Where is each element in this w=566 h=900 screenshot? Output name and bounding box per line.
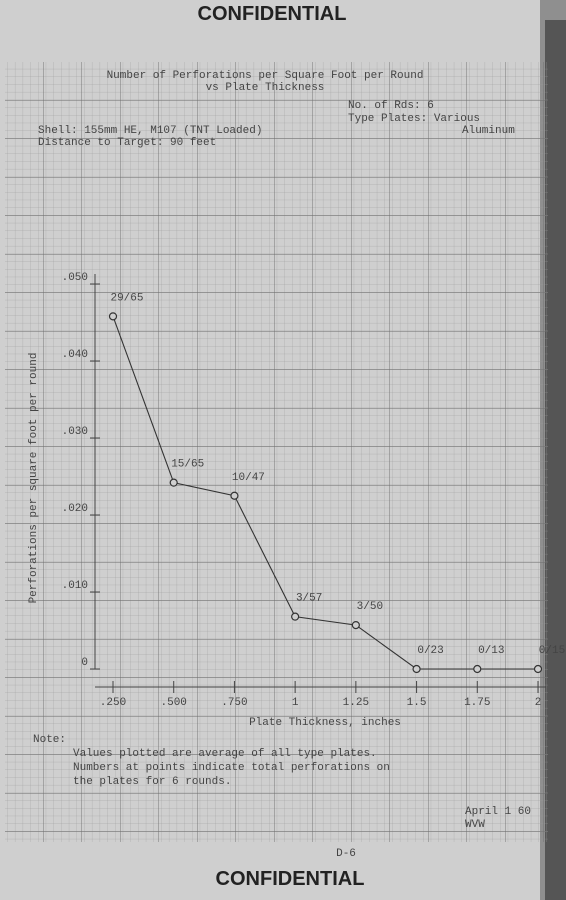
x-tick-label: 1.25 [343,697,369,709]
x-tick-label: .250 [100,697,126,709]
chart-title: Number of Perforations per Square Foot p… [107,70,424,82]
note-line: the plates for 6 rounds. [73,776,231,788]
y-tick-label: .050 [62,272,88,284]
x-tick-label: .500 [161,697,187,709]
y-tick-label: 0 [81,657,88,669]
x-tick-label: 1.75 [464,697,490,709]
x-tick-label: 1.5 [407,697,427,709]
x-tick-label: 1 [292,697,299,709]
data-line [112,316,538,670]
point-annotation: 29/65 [110,292,143,304]
note-line: Values plotted are average of all type p… [73,748,377,760]
point-annotation: 15/65 [171,459,204,471]
note-heading: Note: [33,734,66,746]
data-point [533,664,543,674]
data-point [291,612,300,621]
info: Shell: 155mm HE, M107 (TNT Loaded) [38,125,262,137]
footer: CONFIDENTIAL [216,868,365,890]
data-point [108,312,118,321]
y-tick-label: .030 [62,426,88,438]
header: CONFIDENTIAL [198,3,347,25]
info: Type Plates: Various [348,113,480,125]
point-annotation: 3/57 [296,593,322,605]
data-point [351,621,360,630]
info: No. of Rds: 6 [348,100,434,112]
point-annotation: 3/50 [357,601,383,613]
page-number: D-6 [336,848,356,860]
signature: WVW [465,819,485,831]
x-tick-label: .750 [221,697,247,709]
info: Distance to Target: 90 feet [38,137,216,149]
chart-subtitle: vs Plate Thickness [206,82,325,94]
signature: April 1 60 [465,806,531,818]
data-point [230,491,239,500]
point-annotation: 0/23 [417,645,443,657]
data-point [473,664,482,674]
info: Aluminum [462,125,515,137]
point-annotation: 0/13 [478,645,504,657]
y-axis-label: Perforations per square foot per round [28,353,40,604]
y-tick-label: .010 [62,580,88,592]
next-page-edge [545,20,566,900]
point-annotation: 0/15 [539,645,565,657]
note-line: Numbers at points indicate total perfora… [73,762,390,774]
data-point [412,664,421,674]
x-axis-label: Plate Thickness, inches [249,717,401,729]
y-tick-label: .020 [62,503,88,515]
point-annotation: 10/47 [232,472,265,484]
data-point [169,478,178,487]
y-tick-label: .040 [62,349,88,361]
x-tick-label: 2 [535,697,542,709]
